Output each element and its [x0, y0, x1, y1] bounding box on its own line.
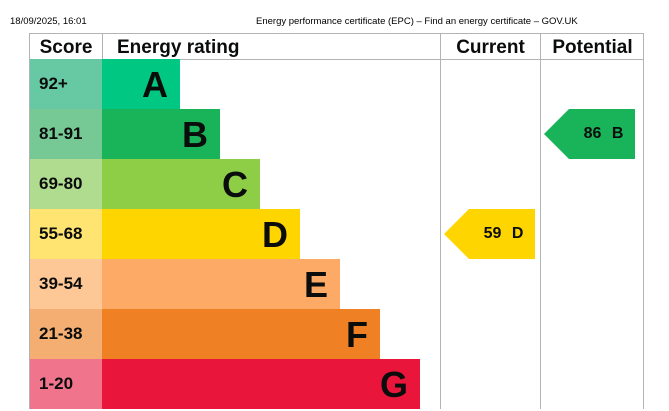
- header-potential: Potential: [540, 34, 644, 59]
- band-letter: B: [182, 114, 208, 155]
- band-letter: A: [142, 64, 168, 105]
- current-column-divider: [440, 59, 441, 409]
- header-divider: [30, 59, 643, 60]
- band-letter: E: [303, 264, 328, 305]
- current-rating-arrow: 59 D: [444, 209, 535, 259]
- band-score-range: 39-54: [30, 259, 102, 309]
- band-letter: G: [379, 364, 408, 405]
- band-score-range: 69-80: [30, 159, 102, 209]
- header-energy-rating: Energy rating: [102, 34, 440, 59]
- band-score-range: 21-38: [30, 309, 102, 359]
- band-bar: A: [102, 59, 180, 109]
- arrow-shape-icon: [444, 209, 535, 259]
- band-letter: C: [222, 164, 248, 205]
- band-row-f: 21-38 F: [30, 309, 643, 359]
- arrow-shape-icon: [544, 109, 635, 159]
- band-bar: B: [102, 109, 220, 159]
- print-date: 18/09/2025, 16:01: [10, 16, 87, 27]
- band-letter: D: [262, 214, 288, 255]
- header-score: Score: [39, 37, 93, 58]
- band-score-range: 1-20: [30, 359, 102, 409]
- band-row-c: 69-80 C: [30, 159, 643, 209]
- current-rating-label: 59 D: [483, 225, 524, 242]
- print-page-title: Energy performance certificate (EPC) – F…: [256, 16, 578, 27]
- band-row-a: 92+ A: [30, 59, 643, 109]
- band-row-b: 81-91 B: [30, 109, 643, 159]
- band-row-g: 1-20 G: [30, 359, 643, 409]
- band-row-d: 55-68 D: [30, 209, 643, 259]
- band-score-range: 92+: [30, 59, 102, 109]
- potential-rating-arrow: 86 B: [544, 109, 635, 159]
- band-score-range: 81-91: [30, 109, 102, 159]
- band-letter: F: [346, 314, 368, 355]
- epc-rating-table: Score Energy rating Current Potential 92…: [29, 33, 644, 409]
- band-bar: C: [102, 159, 260, 209]
- band-bar: E: [102, 259, 340, 309]
- potential-column-divider: [540, 59, 541, 409]
- potential-rating-label: 86 B: [583, 125, 624, 142]
- header-current: Current: [440, 34, 540, 59]
- band-row-e: 39-54 E: [30, 259, 643, 309]
- band-score-range: 55-68: [30, 209, 102, 259]
- band-bar: G: [102, 359, 420, 409]
- band-bar: F: [102, 309, 380, 359]
- band-bar: D: [102, 209, 300, 259]
